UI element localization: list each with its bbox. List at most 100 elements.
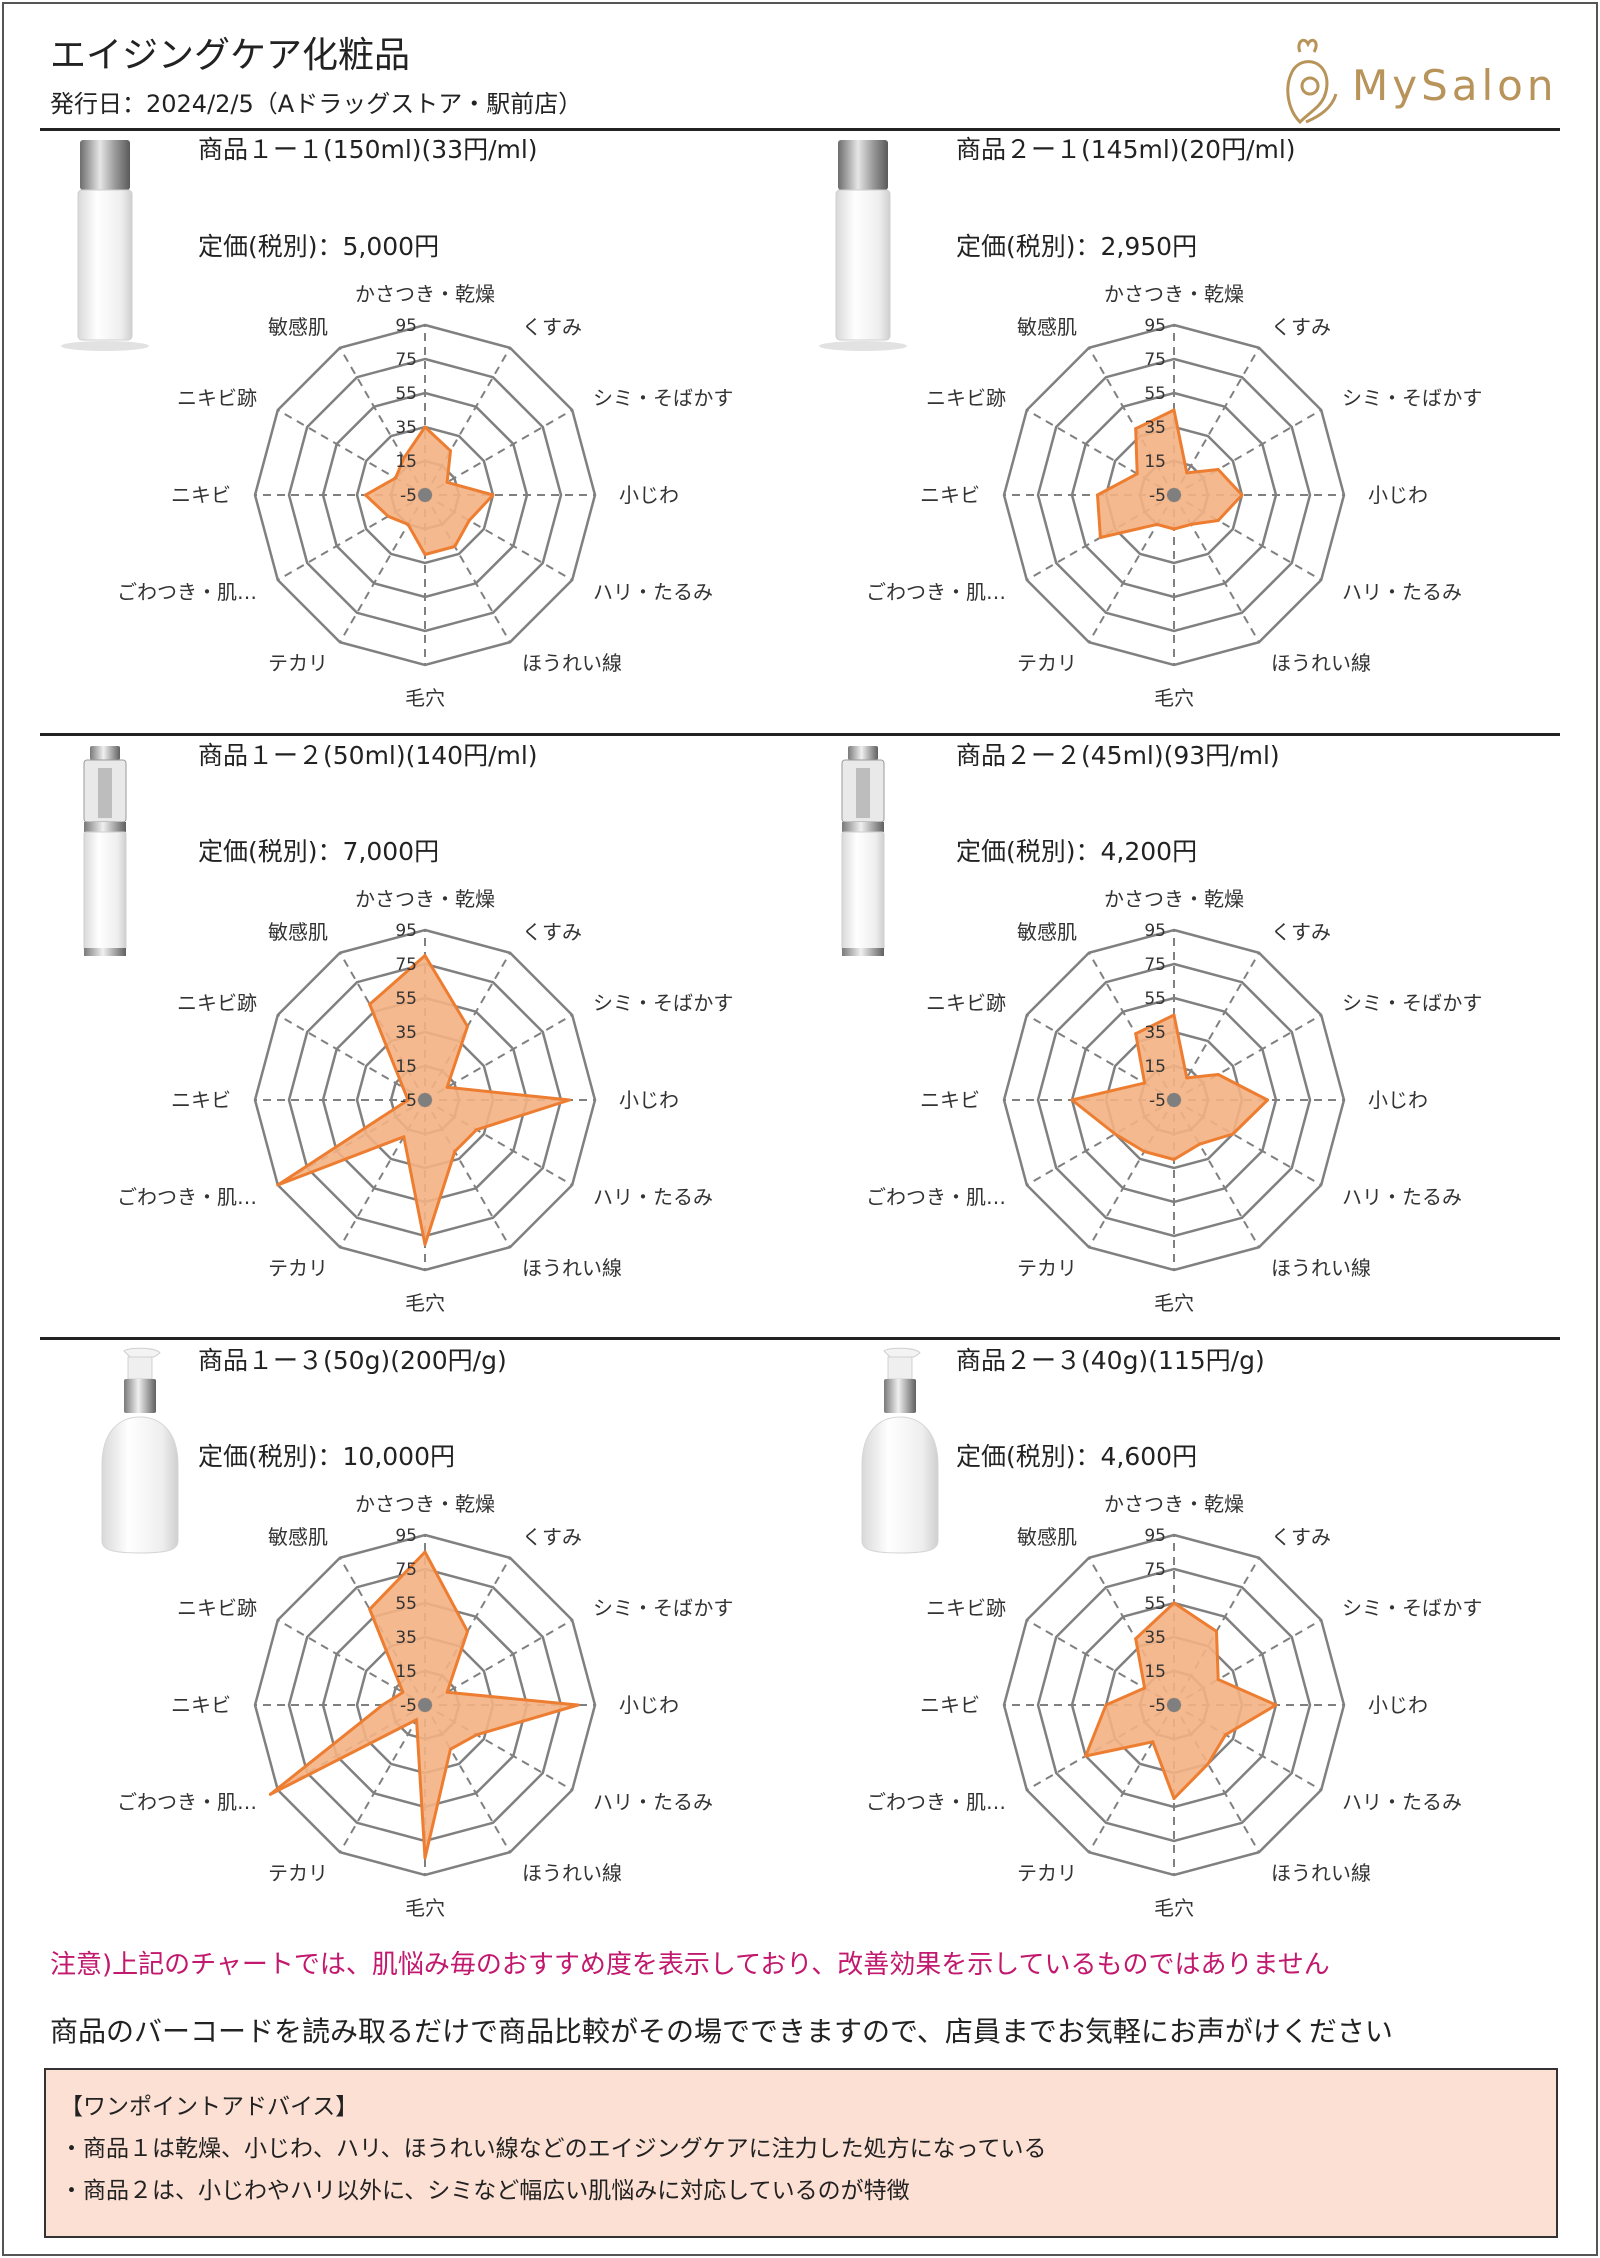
radar-grid-ring (1104, 1030, 1244, 1170)
radar-axis-label: 小じわ (619, 483, 679, 507)
mysalon-logo: MySalon (1286, 38, 1557, 125)
radar-tick-label: 15 (395, 1662, 417, 1682)
radar-tick-label: 15 (1144, 1662, 1166, 1682)
radar-axis-label: 毛穴 (1154, 1896, 1194, 1920)
radar-axis-label: 敏感肌 (1017, 315, 1077, 339)
radar-axis-label: 毛穴 (405, 1291, 445, 1315)
radar-tick-label: 15 (1144, 1057, 1166, 1077)
radar-axis-label: ほうれい線 (1271, 1256, 1371, 1280)
radar-data-point (1266, 1098, 1269, 1102)
radar-axis-label: ニキビ (920, 483, 980, 507)
radar-data-point (1134, 427, 1138, 431)
radar-data-point (1134, 1637, 1138, 1641)
radar-data-point (1096, 493, 1099, 497)
radar-data-point (445, 1085, 449, 1089)
radar-tick-label: 75 (1144, 955, 1166, 975)
radar-data-point (475, 1128, 478, 1132)
radar-grid-ring (355, 425, 495, 565)
radar-axis-label: ニキビ (920, 1088, 980, 1112)
radar-tick-label: 35 (1144, 1628, 1166, 1648)
radar-data-point (1240, 493, 1244, 497)
radar-data-point (453, 545, 457, 548)
radar-spoke (424, 1619, 573, 1706)
radar-axis-label: 毛穴 (405, 686, 445, 710)
radar-data-point (1216, 1073, 1220, 1076)
radar-data-point (381, 1703, 384, 1707)
logo-mark-icon (1286, 38, 1338, 125)
radar-tick-label: 15 (1144, 452, 1166, 472)
radar-spoke (277, 1619, 426, 1706)
radar-data-point (1098, 536, 1102, 539)
radar-chart: 95 75 55 35 15 -5 かさつき・乾燥くすみシミ・そばかす小じわハリ・たるみほう… (866, 282, 1482, 710)
radar-data-point (402, 456, 406, 460)
radar-tick-label: 75 (395, 350, 417, 370)
radar-spoke (424, 409, 573, 496)
product-price: 定価(税別)：4,200円 (956, 837, 1198, 866)
radar-axis-label: かさつき・乾燥 (1104, 887, 1244, 911)
radar-data-point (445, 480, 449, 484)
radar-data-point (1134, 1032, 1138, 1036)
radar-axis-label: ごわつき・肌… (117, 1185, 257, 1209)
radar-data-point (475, 1733, 478, 1737)
radar-data-point (368, 1002, 372, 1006)
radar-data-point (466, 1629, 469, 1633)
radar-axis-label: 敏感肌 (1017, 1525, 1077, 1549)
radar-axis-label: テカリ (1017, 1256, 1077, 1280)
radar-spoke (1173, 347, 1260, 496)
radar-data-point (423, 1243, 427, 1246)
section-divider (40, 733, 1560, 736)
radar-data-point (276, 1183, 280, 1187)
radar-axis-label: ほうれい線 (522, 1256, 622, 1280)
radar-axis-label: シミ・そばかす (593, 1596, 733, 1620)
radar-data-point (406, 522, 410, 526)
radar-data-point (423, 954, 427, 957)
radar-axis-label: 敏感肌 (268, 1525, 328, 1549)
product-name: 商品２ー３(40g)(115円/g) (956, 1346, 1265, 1375)
radar-series-area (1096, 408, 1244, 539)
radar-data-point (466, 1024, 469, 1028)
radar-axis-label: 毛穴 (1154, 686, 1194, 710)
radar-axis-label: 毛穴 (1154, 1291, 1194, 1315)
radar-axis-label: ほうれい線 (522, 1861, 622, 1885)
radar-axis-label: ニキビ跡 (177, 386, 257, 410)
radar-axis-label: ごわつき・肌… (117, 580, 257, 604)
radar-data-point (423, 425, 427, 429)
radar-data-point (268, 1792, 272, 1796)
radar-axis-label: テカリ (1017, 1861, 1077, 1885)
radar-center-dot (418, 1093, 432, 1107)
radar-tick-label: 35 (1144, 1023, 1166, 1043)
radar-data-point (1185, 1076, 1189, 1080)
radar-data-point (368, 1607, 372, 1611)
radar-axis-label: かさつき・乾燥 (355, 1492, 495, 1516)
radar-data-point (1172, 1601, 1176, 1605)
radar-data-point (423, 1856, 427, 1860)
radar-data-point (1172, 1797, 1176, 1800)
radar-chart: 95 75 55 35 15 -5 かさつき・乾燥くすみシミ・そばかす小じわハリ・たるみほう… (866, 1492, 1482, 1920)
logo-text: MySalon (1352, 61, 1557, 110)
radar-axis-label: 小じわ (619, 1088, 679, 1112)
radar-tick-label: 55 (395, 384, 417, 404)
radar-data-point (1135, 472, 1139, 476)
radar-data-point (1224, 1733, 1227, 1737)
radar-axis-label: 毛穴 (405, 1896, 445, 1920)
radar-grid-ring (1104, 425, 1244, 565)
radar-data-point (1142, 1150, 1146, 1153)
radar-tick-label: 15 (395, 452, 417, 472)
radar-axis-label: ほうれい線 (1271, 651, 1371, 675)
pump-bottle-icon (83, 746, 127, 956)
radar-axis-label: ハリ・たるみ (593, 1790, 713, 1814)
radar-tick-label: 55 (1144, 384, 1166, 404)
radar-tick-label: -5 (1149, 1091, 1166, 1111)
radar-center-dot (1167, 1093, 1181, 1107)
product-bottle-icon (819, 140, 907, 351)
radar-data-point (406, 1098, 410, 1102)
product-price: 定価(税別)：4,600円 (956, 1442, 1198, 1471)
product-bottle-icon (61, 140, 149, 351)
product-name: 商品２ー２(45ml)(93円/ml) (956, 741, 1280, 770)
radar-axis-label: ニキビ跡 (926, 1596, 1006, 1620)
pump-bottle-icon (841, 746, 885, 956)
radar-axis-label: くすみ (522, 315, 582, 339)
radar-axis-label: 小じわ (1368, 483, 1428, 507)
radar-grid-ring (287, 357, 563, 633)
radar-data-point (1231, 1132, 1235, 1136)
